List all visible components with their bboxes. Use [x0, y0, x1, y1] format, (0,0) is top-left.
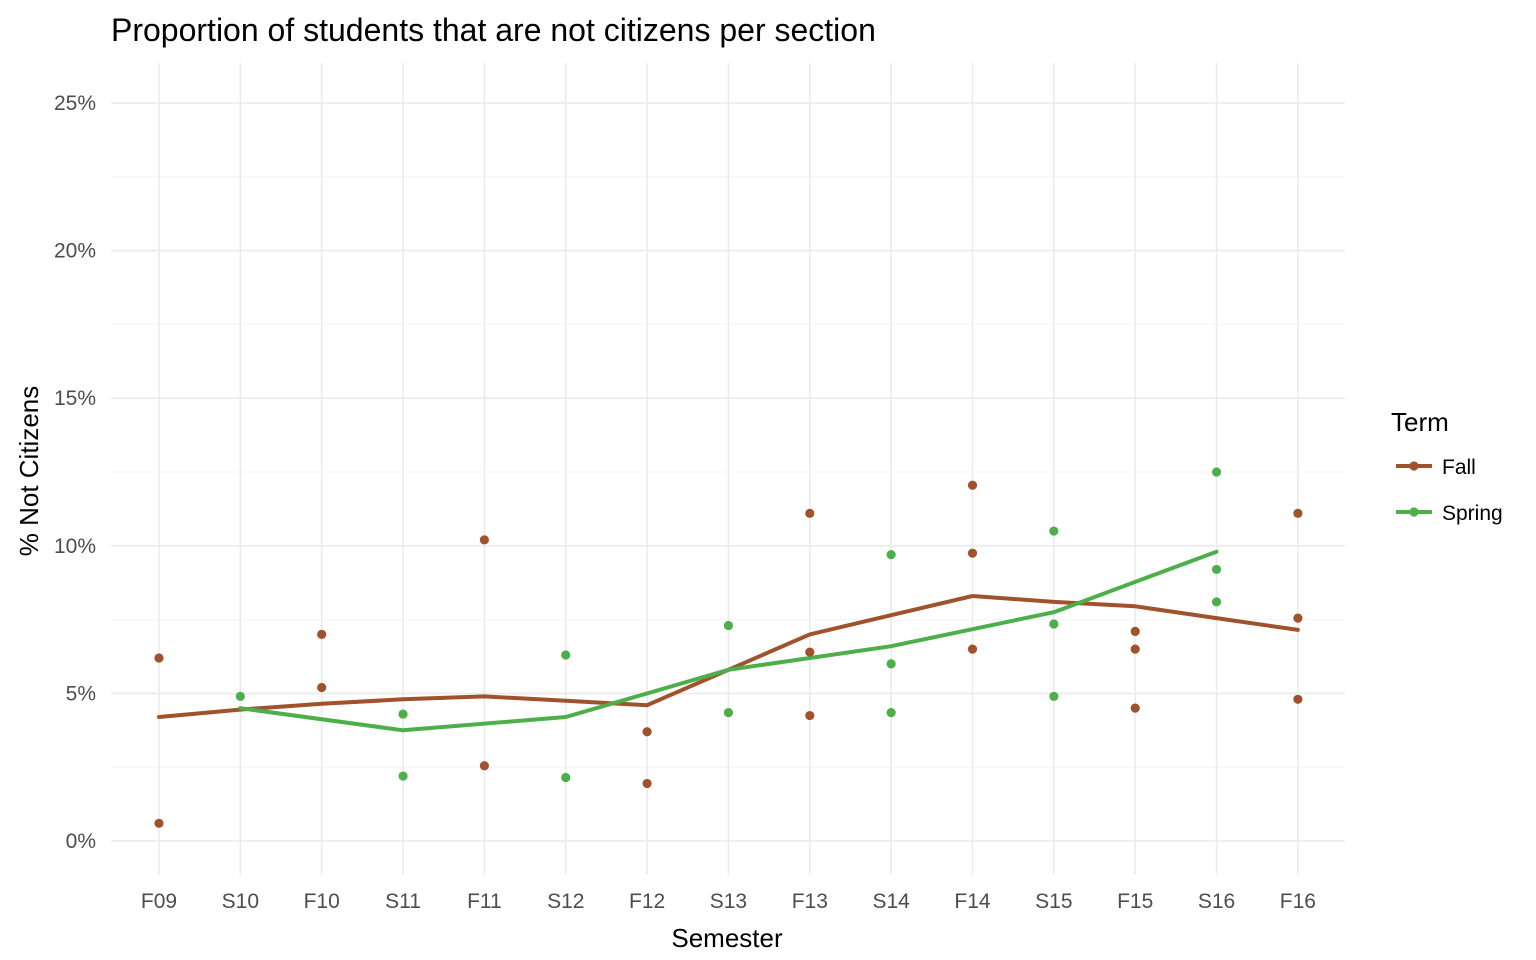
- x-tick-label: F13: [792, 890, 828, 913]
- point-spring: [886, 659, 896, 669]
- y-axis: 0% 5% 10% 15% 20% 25%: [54, 92, 96, 853]
- point-fall: [1130, 644, 1140, 654]
- point-spring: [886, 707, 896, 718]
- point-spring: [1211, 564, 1222, 575]
- y-tick-label: 25%: [54, 92, 96, 115]
- point-fall: [967, 548, 978, 558]
- y-tick-label: 0%: [66, 830, 96, 853]
- point-spring: [398, 771, 408, 781]
- point-spring: [1211, 597, 1222, 607]
- x-tick-label: F11: [467, 890, 502, 913]
- point-fall: [154, 653, 164, 663]
- x-tick-label: F09: [141, 890, 177, 913]
- x-tick-label: S11: [385, 890, 421, 913]
- point-fall: [479, 535, 489, 545]
- y-axis-title: % Not Citizens: [14, 386, 44, 557]
- x-axis-title: Semester: [671, 923, 783, 953]
- legend-key-point-fall: [1409, 461, 1419, 471]
- point-fall: [967, 644, 978, 654]
- point-fall: [805, 508, 815, 518]
- legend-title: Term: [1391, 407, 1449, 437]
- x-tick-label: S13: [710, 890, 747, 913]
- legend-label-spring: Spring: [1442, 502, 1503, 525]
- point-fall: [1293, 508, 1303, 518]
- x-tick-label: F10: [304, 890, 340, 913]
- point-fall: [317, 682, 327, 693]
- point-fall: [1293, 694, 1303, 704]
- point-fall: [154, 818, 164, 828]
- point-spring: [1049, 691, 1059, 701]
- point-fall: [1130, 703, 1140, 713]
- legend-label-fall: Fall: [1442, 456, 1476, 479]
- x-tick-label: S14: [872, 890, 910, 913]
- point-spring: [1049, 619, 1059, 629]
- point-spring: [723, 620, 734, 631]
- point-fall: [317, 629, 327, 639]
- x-tick-label: S15: [1035, 890, 1072, 913]
- point-spring: [235, 691, 245, 701]
- point-spring: [561, 650, 571, 660]
- point-fall: [1130, 626, 1140, 637]
- trend-line-spring: [238, 549, 1219, 733]
- x-tick-label: S16: [1198, 890, 1235, 913]
- trend-lines: [157, 549, 1300, 733]
- point-spring: [723, 707, 734, 718]
- point-fall: [1293, 613, 1303, 623]
- point-fall: [805, 647, 815, 657]
- x-tick-label: F12: [629, 890, 665, 913]
- y-tick-label: 5%: [66, 682, 96, 705]
- point-spring: [1049, 526, 1059, 536]
- point-spring: [1211, 467, 1222, 477]
- y-tick-label: 10%: [54, 535, 96, 558]
- x-tick-label: F16: [1280, 890, 1316, 913]
- x-axis: F09 S10 F10 S11 F11 S12 F12 S13 F13 S14 F14 S15 F15 S…: [141, 890, 1316, 913]
- grid: [111, 63, 1345, 875]
- point-spring: [886, 550, 896, 560]
- x-tick-label: S12: [547, 890, 584, 913]
- point-fall: [642, 727, 652, 737]
- point-spring: [398, 709, 408, 719]
- x-tick-label: F15: [1117, 890, 1153, 913]
- point-fall: [805, 710, 815, 721]
- point-fall: [479, 761, 489, 771]
- y-tick-label: 20%: [54, 240, 96, 263]
- legend: Term Fall Spring: [1391, 407, 1503, 525]
- x-tick-label: F14: [954, 890, 991, 913]
- point-fall: [642, 778, 652, 789]
- y-tick-label: 15%: [54, 387, 96, 410]
- x-tick-label: S10: [222, 890, 259, 913]
- chart-title: Proportion of students that are not citi…: [111, 12, 876, 48]
- data-points: [154, 467, 1303, 828]
- legend-key-point-spring: [1409, 507, 1419, 517]
- point-fall: [967, 480, 978, 490]
- point-spring: [561, 772, 571, 783]
